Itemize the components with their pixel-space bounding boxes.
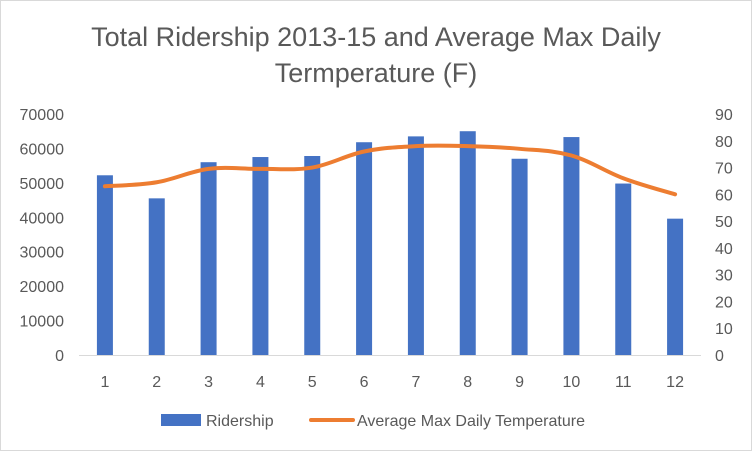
- bar-ridership: [252, 157, 269, 355]
- x-tick-label: 12: [666, 374, 684, 391]
- bar-ridership: [200, 162, 217, 355]
- legend-label-ridership: Ridership: [206, 413, 274, 430]
- y-right-tick-label: 20: [715, 294, 733, 311]
- y-right-tick-label: 0: [715, 348, 724, 365]
- y-left-tick-label: 10000: [20, 314, 65, 331]
- y-right-tick-label: 70: [715, 161, 733, 178]
- y-right-tick-label: 10: [715, 321, 733, 338]
- x-tick-label: 8: [463, 374, 472, 391]
- y-left-tick-label: 30000: [20, 245, 65, 262]
- y-left-tick-label: 20000: [20, 279, 65, 296]
- x-tick-label: 4: [256, 374, 265, 391]
- bar-ridership: [356, 142, 373, 355]
- bar-ridership: [304, 156, 321, 355]
- bar-ridership: [148, 198, 165, 355]
- chart-title-line-1: Total Ridership 2013-15 and Average Max …: [91, 22, 661, 52]
- legend-label-temperature: Average Max Daily Temperature: [357, 413, 585, 430]
- y-right-tick-label: 40: [715, 241, 733, 258]
- y-right-tick-label: 30: [715, 268, 733, 285]
- x-tick-label: 3: [204, 374, 213, 391]
- bar-ridership: [667, 218, 684, 355]
- bar-ridership: [615, 183, 632, 355]
- x-tick-label: 2: [152, 374, 161, 391]
- x-tick-label: 11: [615, 374, 632, 391]
- y-left-tick-label: 0: [55, 348, 64, 365]
- x-tick-label: 6: [360, 374, 369, 391]
- bar-ridership: [563, 137, 580, 355]
- y-right-tick-label: 50: [715, 214, 733, 231]
- y-left-tick-label: 40000: [20, 210, 65, 227]
- y-right-tick-label: 90: [715, 107, 733, 124]
- y-left-tick-label: 50000: [20, 176, 65, 193]
- chart-title-line-2: Termperature (F): [274, 58, 478, 88]
- y-right-tick-label: 80: [715, 134, 733, 151]
- x-tick-label: 10: [563, 374, 581, 391]
- chart-title: Total Ridership 2013-15 and Average Max …: [1, 19, 751, 91]
- x-tick-label: 7: [411, 374, 420, 391]
- y-left-tick-label: 70000: [20, 107, 65, 124]
- y-right-tick-label: 60: [715, 187, 733, 204]
- legend-swatch-ridership: [161, 414, 201, 426]
- x-tick-label: 5: [308, 374, 317, 391]
- x-tick-label: 9: [515, 374, 524, 391]
- bar-ridership: [96, 175, 113, 355]
- bar-ridership: [459, 131, 476, 355]
- line-average-max-daily-temperature: [102, 143, 678, 197]
- bar-ridership: [407, 136, 424, 355]
- x-tick-label: 1: [100, 374, 109, 391]
- bar-ridership: [511, 158, 528, 355]
- y-left-tick-label: 60000: [20, 141, 65, 158]
